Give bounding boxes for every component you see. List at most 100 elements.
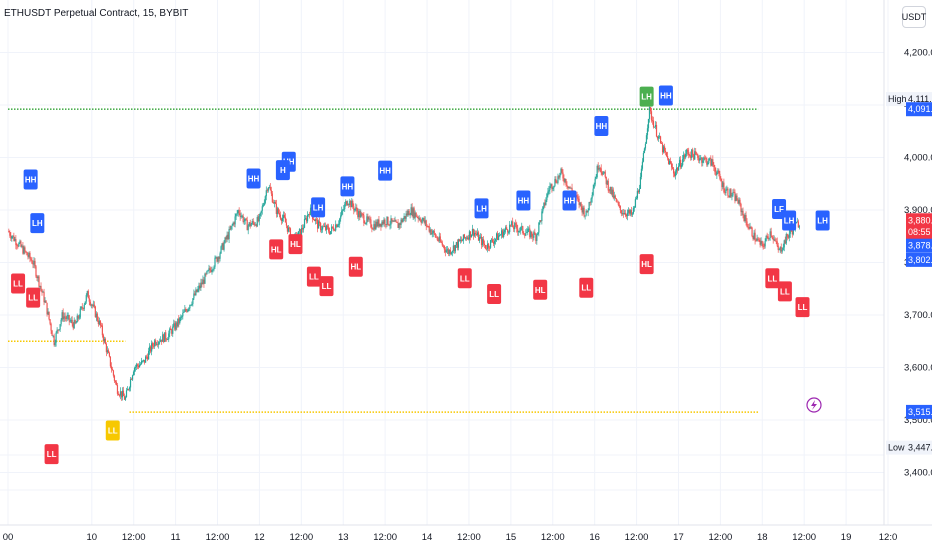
candle-body	[449, 249, 451, 254]
candle-body	[230, 226, 232, 230]
candle-body	[668, 161, 671, 165]
candle-body	[538, 222, 540, 233]
candle-body	[674, 173, 676, 177]
candle-body	[324, 225, 326, 227]
candle-body	[60, 319, 62, 325]
candle-body	[253, 222, 255, 226]
candle-body	[626, 212, 628, 217]
candle-body	[690, 155, 692, 158]
candle-body	[284, 217, 287, 223]
candle-body	[226, 234, 228, 240]
candle-body	[427, 226, 429, 227]
candle-body	[437, 239, 439, 241]
candle-body	[727, 188, 729, 196]
candle-body	[217, 257, 219, 262]
candle-body	[430, 229, 432, 235]
candle-body	[457, 239, 459, 248]
candle-body	[777, 245, 779, 250]
candle-body	[228, 229, 230, 239]
candle-body	[74, 320, 76, 324]
candle-body	[209, 268, 211, 271]
candle-body	[44, 300, 46, 303]
candle-body	[374, 224, 376, 230]
candle-body	[192, 298, 194, 304]
structure-marker: LH	[815, 210, 830, 231]
candle-body	[262, 205, 264, 207]
candle-body	[492, 241, 495, 244]
candle-body	[717, 170, 719, 173]
candle-body	[333, 227, 335, 231]
candle-body	[358, 210, 360, 218]
candle-body	[766, 236, 768, 237]
candle-body	[214, 257, 216, 267]
candle-body	[31, 260, 33, 264]
candle-body	[468, 231, 471, 240]
candle-body	[630, 210, 632, 215]
structure-marker: LH	[474, 198, 489, 219]
candle-body	[212, 269, 214, 271]
candle-body	[558, 176, 560, 178]
candle-body	[334, 230, 336, 232]
candle-body	[104, 338, 106, 344]
candle-body	[168, 333, 170, 340]
candle-body	[709, 157, 711, 159]
candle-body	[391, 218, 393, 222]
candle-body	[588, 202, 590, 211]
lightning-icon[interactable]	[806, 397, 822, 413]
candle-body	[436, 237, 438, 240]
candle-body	[625, 214, 627, 217]
candle-body	[176, 322, 178, 327]
candle-body	[22, 245, 24, 254]
candle-body	[335, 224, 337, 231]
candle-body	[542, 206, 544, 212]
price-tag-label: Low	[888, 443, 905, 453]
candle-body	[348, 204, 350, 205]
marker-box	[348, 256, 363, 277]
candle-body	[9, 232, 11, 236]
candle-body	[435, 236, 437, 238]
candle-body	[693, 154, 695, 160]
candle-body	[94, 306, 96, 318]
candle-body	[513, 227, 515, 230]
candle-body	[146, 356, 148, 358]
candle-body	[109, 356, 112, 367]
candle-body	[635, 198, 638, 200]
marker-box	[516, 190, 531, 211]
candle-body	[443, 245, 445, 250]
time-tick-label: 10	[87, 532, 98, 543]
time-tick-label: 12:00	[373, 532, 397, 543]
currency-button[interactable]: USDT	[902, 6, 926, 28]
markers: HHLHLLLLLLLLHHHHHHLHLLLLLLHHHHLHHLLLHLLH…	[11, 85, 830, 465]
marker-box	[765, 268, 780, 289]
candle-body	[559, 173, 561, 178]
candle-body	[259, 212, 261, 216]
candle-body	[535, 234, 537, 241]
structure-marker: LL	[487, 284, 502, 304]
candle-body	[161, 339, 163, 342]
candle-body	[639, 176, 642, 189]
candle-body	[351, 200, 353, 208]
candle-body	[49, 319, 51, 324]
candle-body	[84, 301, 86, 305]
candle-body	[29, 252, 31, 259]
candle-body	[33, 260, 35, 265]
candle-body	[322, 226, 324, 230]
time-tick-label: 13	[338, 532, 349, 543]
candle-body	[158, 341, 160, 345]
candle-body	[501, 230, 503, 235]
candle-body	[83, 304, 85, 309]
candle-body	[685, 153, 687, 158]
candle-body	[336, 224, 338, 228]
candle-body	[592, 188, 594, 196]
candle-body	[188, 308, 190, 310]
candle-body	[789, 229, 791, 234]
candle-body	[319, 221, 321, 224]
candle-body	[480, 236, 483, 246]
candle-body	[464, 237, 467, 239]
candle-body	[327, 225, 329, 228]
candle-body	[664, 150, 667, 153]
marker-label: HL	[350, 263, 361, 272]
candle-body	[422, 218, 424, 220]
candle-body	[602, 172, 604, 175]
